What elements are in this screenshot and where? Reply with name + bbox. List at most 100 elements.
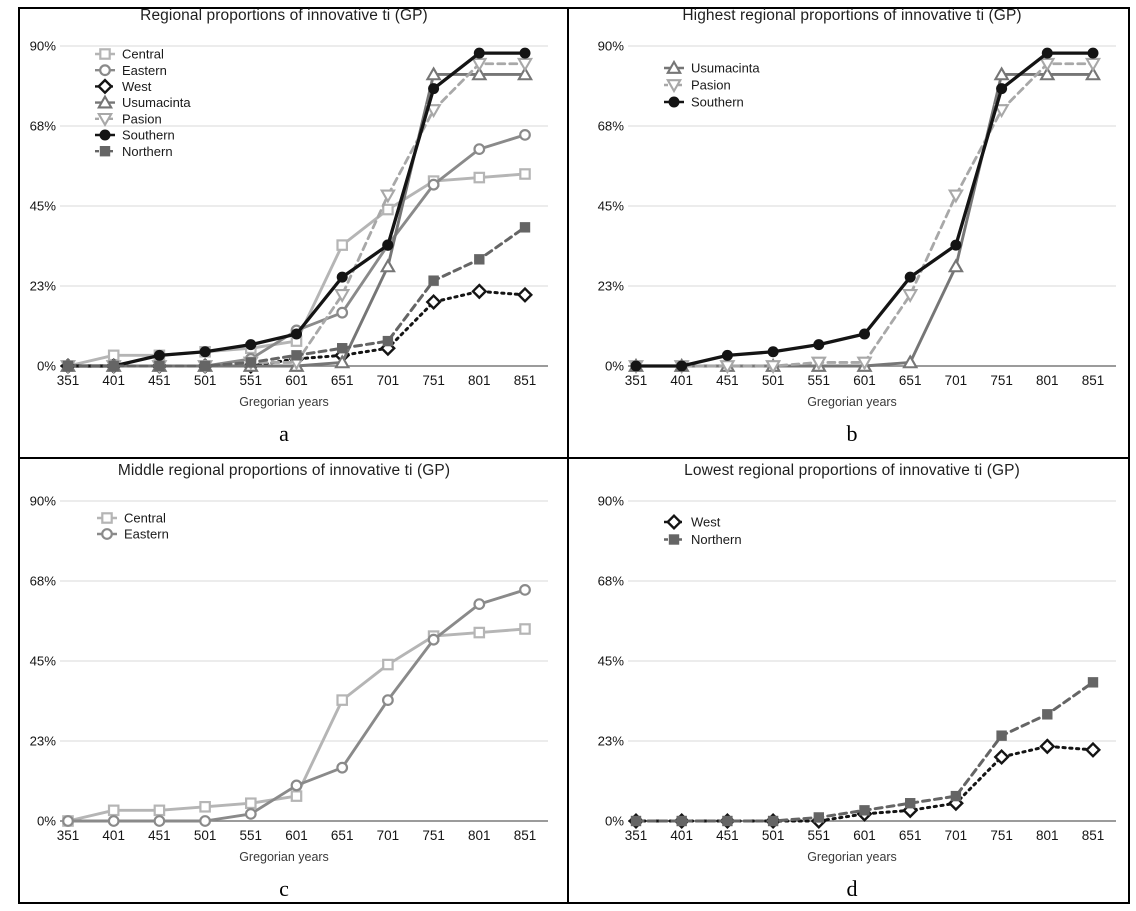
svg-text:Usumacinta: Usumacinta xyxy=(691,61,760,76)
x-axis-ticks: 351 401 451 501 551 601 651 701 751 801 851 xyxy=(57,828,537,843)
svg-text:801: 801 xyxy=(468,373,491,388)
x-axis-label: Gregorian years xyxy=(239,395,329,409)
series-northern xyxy=(630,677,1099,827)
series-northern xyxy=(62,222,531,372)
svg-text:Pasion: Pasion xyxy=(691,78,731,93)
svg-text:651: 651 xyxy=(331,828,354,843)
legend-item-eastern: Eastern xyxy=(95,63,167,78)
svg-text:401: 401 xyxy=(102,828,125,843)
svg-text:801: 801 xyxy=(468,828,491,843)
svg-text:Central: Central xyxy=(122,47,164,62)
svg-text:601: 601 xyxy=(853,828,876,843)
horizontal-divider xyxy=(18,457,1130,459)
svg-text:351: 351 xyxy=(625,373,648,388)
gridlines xyxy=(60,45,548,367)
legend-item-southern: Southern xyxy=(664,95,744,110)
x-axis-ticks: 351 401 451 501 551 601 651 701 751 801 851 xyxy=(625,828,1105,843)
svg-text:23%: 23% xyxy=(30,734,57,749)
svg-text:Eastern: Eastern xyxy=(122,63,167,78)
series-eastern xyxy=(62,583,531,827)
svg-text:401: 401 xyxy=(670,373,693,388)
chart-title: Lowest regional proportions of innovativ… xyxy=(684,462,1020,479)
svg-text:551: 551 xyxy=(808,373,831,388)
svg-text:851: 851 xyxy=(1082,828,1105,843)
svg-text:701: 701 xyxy=(377,828,400,843)
svg-text:90%: 90% xyxy=(598,494,625,509)
svg-text:Eastern: Eastern xyxy=(124,527,169,542)
svg-text:401: 401 xyxy=(670,828,693,843)
svg-text:601: 601 xyxy=(853,373,876,388)
svg-text:751: 751 xyxy=(422,828,445,843)
chart-title: Regional proportions of innovative ti (G… xyxy=(140,7,428,24)
svg-text:651: 651 xyxy=(899,828,922,843)
y-axis-ticks: 90% 68% 45% 23% 0% xyxy=(30,494,57,829)
svg-text:45%: 45% xyxy=(598,199,625,214)
svg-text:90%: 90% xyxy=(30,494,57,509)
chart-title: Highest regional proportions of innovati… xyxy=(682,7,1022,24)
legend-item-pasion: Pasion xyxy=(664,78,731,94)
svg-text:801: 801 xyxy=(1036,828,1059,843)
gridlines xyxy=(628,500,1116,822)
svg-text:851: 851 xyxy=(514,828,537,843)
legend: Usumacinta Pasion Southern xyxy=(664,59,760,110)
panel-caption: b xyxy=(846,421,858,446)
svg-text:45%: 45% xyxy=(30,654,57,669)
svg-text:501: 501 xyxy=(762,828,785,843)
svg-text:23%: 23% xyxy=(598,279,625,294)
svg-text:Southern: Southern xyxy=(691,95,744,110)
legend-item-west: West xyxy=(664,514,721,530)
svg-text:68%: 68% xyxy=(30,119,57,134)
legend-item-northern: Northern xyxy=(664,532,742,547)
svg-text:Central: Central xyxy=(124,511,166,526)
svg-text:701: 701 xyxy=(377,373,400,388)
svg-text:501: 501 xyxy=(194,828,217,843)
panel-caption: a xyxy=(279,421,289,446)
svg-text:Northern: Northern xyxy=(122,144,173,159)
svg-text:601: 601 xyxy=(285,828,308,843)
x-axis-label: Gregorian years xyxy=(239,850,329,864)
svg-text:451: 451 xyxy=(716,373,739,388)
svg-text:501: 501 xyxy=(194,373,217,388)
svg-text:651: 651 xyxy=(331,373,354,388)
svg-text:23%: 23% xyxy=(30,279,57,294)
legend-item-eastern: Eastern xyxy=(97,527,169,542)
svg-text:351: 351 xyxy=(57,373,80,388)
chart-panel-b: Highest regional proportions of innovati… xyxy=(568,0,1136,455)
svg-text:751: 751 xyxy=(422,373,445,388)
y-axis-ticks: 90% 68% 45% 23% 0% xyxy=(598,39,625,374)
svg-text:45%: 45% xyxy=(30,199,57,214)
svg-text:701: 701 xyxy=(945,828,968,843)
legend-item-central: Central xyxy=(97,511,166,526)
svg-text:551: 551 xyxy=(240,373,263,388)
chart-panel-a: Regional proportions of innovative ti (G… xyxy=(0,0,568,455)
svg-text:551: 551 xyxy=(808,828,831,843)
chart-canvas-a: 90% 68% 45% 23% 0%351 401 451 501 551 601 651 701 75… xyxy=(30,39,548,388)
svg-text:501: 501 xyxy=(762,373,785,388)
svg-text:West: West xyxy=(122,79,152,94)
x-axis-label: Gregorian years xyxy=(807,395,897,409)
figure-border xyxy=(18,7,1130,904)
svg-text:751: 751 xyxy=(990,828,1013,843)
svg-text:851: 851 xyxy=(514,373,537,388)
svg-text:451: 451 xyxy=(716,828,739,843)
svg-text:Southern: Southern xyxy=(122,128,175,143)
svg-text:551: 551 xyxy=(240,828,263,843)
panel-caption: d xyxy=(846,876,858,901)
svg-text:851: 851 xyxy=(1082,373,1105,388)
svg-text:68%: 68% xyxy=(598,119,625,134)
chart-canvas-d: 90% 68% 45% 23% 0%351 401 451 501 551 601 651 701 75… xyxy=(598,494,1116,843)
gridlines xyxy=(60,500,548,822)
svg-text:Pasion: Pasion xyxy=(122,111,162,126)
svg-text:601: 601 xyxy=(285,373,308,388)
svg-text:90%: 90% xyxy=(598,39,625,54)
svg-text:45%: 45% xyxy=(598,654,625,669)
x-axis-label: Gregorian years xyxy=(807,850,897,864)
svg-text:68%: 68% xyxy=(30,574,57,589)
x-axis-ticks: 351 401 451 501 551 601 651 701 751 801 851 xyxy=(57,373,537,388)
legend-item-usumacinta: Usumacinta xyxy=(95,94,191,110)
legend-item-west: West xyxy=(95,78,152,95)
chart-canvas-b: 90% 68% 45% 23% 0%351 401 451 501 551 601 651 701 75… xyxy=(598,39,1116,388)
svg-text:451: 451 xyxy=(148,373,171,388)
svg-text:West: West xyxy=(691,515,721,530)
svg-text:Usumacinta: Usumacinta xyxy=(122,95,191,110)
